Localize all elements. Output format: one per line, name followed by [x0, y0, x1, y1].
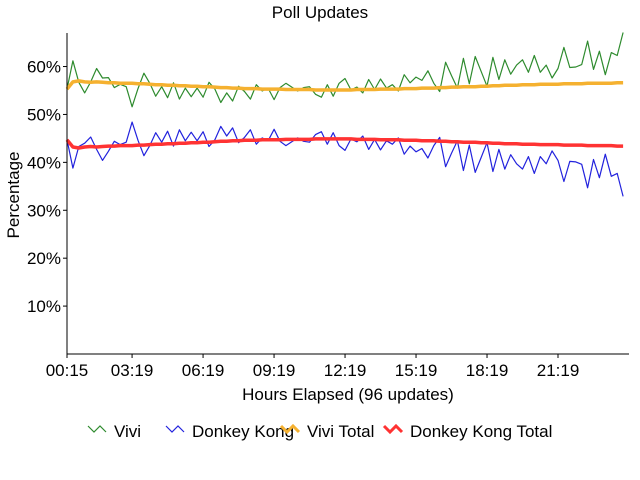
- legend-label: Vivi: [114, 422, 141, 441]
- legend-label: Vivi Total: [307, 422, 374, 441]
- x-axis-label: Hours Elapsed (96 updates): [242, 385, 454, 404]
- legend: Vivi Donkey Kong Vivi Total Donkey Kong Tot…: [87, 422, 552, 441]
- x-tick-label: 18:19: [466, 361, 509, 380]
- x-tick-label: 03:19: [111, 361, 154, 380]
- series-line-donkey-kong-total: [65, 137, 624, 150]
- x-tick-label: 00:15: [46, 361, 89, 380]
- axes: 10% 20% 30% 40% 50% 60% 00:15 03:19 06:19 09:19 12…: [27, 33, 629, 380]
- x-tick-label: 21:19: [537, 361, 580, 380]
- x-tick-label: 15:19: [395, 361, 438, 380]
- y-tick-label: 20%: [27, 249, 61, 268]
- legend-label: Donkey Kong: [192, 422, 294, 441]
- y-tick-label: 50%: [27, 105, 61, 124]
- y-axis-label: Percentage: [4, 152, 23, 239]
- legend-swatch: [165, 425, 185, 433]
- x-tick-label: 09:19: [253, 361, 296, 380]
- series-line-donkey-kong: [66, 121, 624, 197]
- y-tick-label: 60%: [27, 58, 61, 77]
- series-line-vivi: [66, 32, 624, 108]
- series-line-vivi-total: [65, 79, 624, 92]
- chart-title: Poll Updates: [272, 3, 368, 22]
- y-tick-label: 40%: [27, 153, 61, 172]
- plot-area: [65, 32, 624, 197]
- legend-label: Donkey Kong Total: [410, 422, 552, 441]
- legend-swatch: [87, 425, 107, 433]
- x-tick-label: 06:19: [182, 361, 225, 380]
- x-tick-label: 12:19: [324, 361, 367, 380]
- y-tick-label: 10%: [27, 297, 61, 316]
- legend-swatch: [382, 423, 404, 435]
- legend-swatch: [279, 423, 301, 435]
- y-tick-label: 30%: [27, 201, 61, 220]
